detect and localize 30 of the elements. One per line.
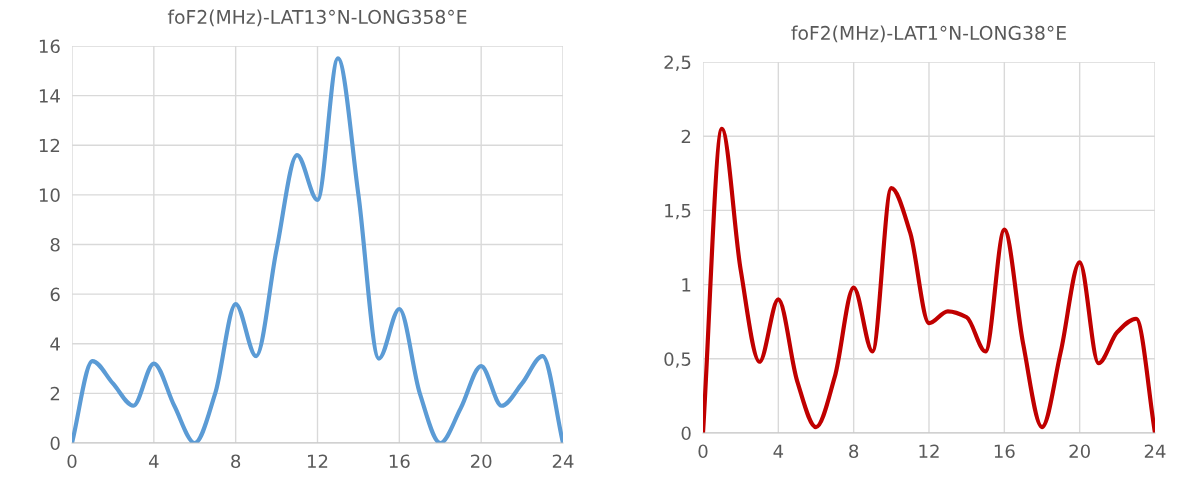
x-tick-label: 16 <box>389 454 410 469</box>
x-tick-label: 12 <box>308 454 328 468</box>
x-tick-label: 8 <box>231 454 241 469</box>
y-tick-label: 2 <box>681 129 691 144</box>
y-tick-label: 8 <box>50 237 60 252</box>
y-tick-label: 16 <box>39 39 60 54</box>
y-tick-label: 14 <box>39 89 60 103</box>
x-tick-label: 0 <box>698 444 708 459</box>
x-tick-label: 12 <box>919 444 939 458</box>
y-tick-label: 2,5 <box>664 55 691 71</box>
y-tick-label: 1 <box>682 278 691 292</box>
y-tick-label: 4 <box>50 337 60 351</box>
x-tick-label: 0 <box>67 454 77 469</box>
x-tick-label: 24 <box>1144 444 1166 458</box>
x-tick-label: 8 <box>849 444 859 459</box>
y-tick-label: 0,5 <box>664 352 691 368</box>
chart-title: foF2(MHz)-LAT13°N-LONG358°E <box>167 9 467 27</box>
x-tick-label: 24 <box>552 454 574 468</box>
x-tick-label: 20 <box>471 454 492 469</box>
x-tick-label: 16 <box>994 444 1015 459</box>
y-tick-label: 12 <box>39 138 60 153</box>
y-tick-label: 0 <box>681 426 691 441</box>
x-tick-label: 4 <box>148 454 159 468</box>
y-tick-label: 1,5 <box>665 204 691 220</box>
y-tick-label: 10 <box>39 188 60 202</box>
y-tick-label: 2 <box>50 386 60 401</box>
x-tick-label: 4 <box>773 444 784 458</box>
y-tick-label: 6 <box>50 287 60 302</box>
chart-title: foF2(MHz)-LAT1°N-LONG38°E <box>791 25 1066 43</box>
x-tick-label: 20 <box>1069 444 1090 459</box>
